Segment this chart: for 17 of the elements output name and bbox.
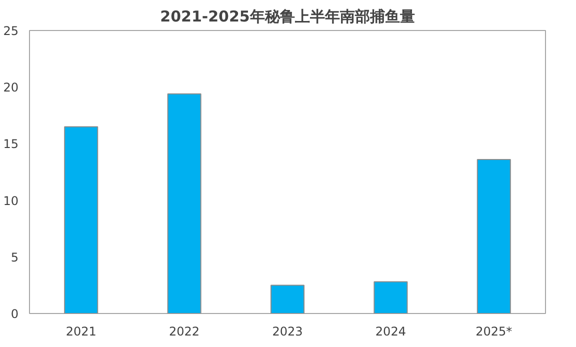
x-tick-label: 2024 <box>375 324 406 338</box>
bar <box>476 159 511 314</box>
bar <box>374 281 408 314</box>
y-tick-label: 10 <box>3 194 19 208</box>
x-tick-label: 2025* <box>476 324 512 338</box>
bar <box>167 93 202 314</box>
bar <box>270 284 305 314</box>
y-tick-label: 20 <box>3 80 19 95</box>
x-tick-label: 2021 <box>66 324 96 338</box>
y-tick-label: 0 <box>10 307 19 321</box>
bar <box>64 126 98 314</box>
y-tick-label: 15 <box>3 137 19 152</box>
y-tick-label: 5 <box>10 250 19 264</box>
x-tick-label: 2023 <box>272 324 303 338</box>
y-tick-label: 25 <box>3 24 19 38</box>
x-tick-label: 2022 <box>169 324 200 338</box>
chart-title: 2021-2025年秘鲁上半年南部捕鱼量 <box>160 8 415 26</box>
